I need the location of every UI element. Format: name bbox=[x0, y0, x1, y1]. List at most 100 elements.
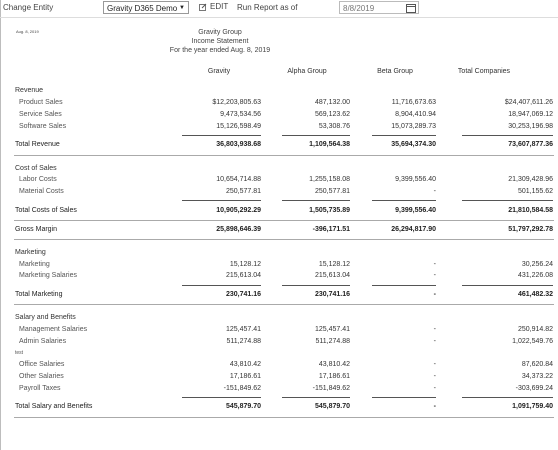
row-divider bbox=[14, 239, 554, 240]
cell-total: 1,091,759.40 bbox=[512, 403, 553, 410]
row-label: Management Salaries bbox=[19, 326, 88, 333]
cell-gravity: -151,849.62 bbox=[223, 385, 261, 392]
subtotal-line bbox=[462, 135, 553, 136]
table-row: Software Sales 15,126,598.49 53,308.76 1… bbox=[0, 123, 558, 134]
report-date-input[interactable]: 8/8/2019 bbox=[339, 1, 419, 14]
cell-total: 431,226.08 bbox=[517, 272, 553, 279]
subgroup-test: test bbox=[0, 350, 558, 361]
cell-alpha: -396,171.51 bbox=[312, 226, 350, 233]
cell-beta: - bbox=[433, 385, 436, 392]
cell-beta: 9,399,556.40 bbox=[395, 176, 436, 183]
cell-gravity: 10,905,292.29 bbox=[216, 207, 261, 214]
table-row: Material Costs 250,577.81 250,577.81 - 5… bbox=[0, 188, 558, 199]
row-label: Labor Costs bbox=[19, 176, 57, 183]
edit-button[interactable]: EDIT bbox=[199, 2, 228, 11]
table-row: Product Sales $12,203,805.63 487,132.00 … bbox=[0, 99, 558, 110]
cell-alpha: 15,128.12 bbox=[318, 261, 350, 268]
cell-gravity: 36,803,938.68 bbox=[216, 141, 261, 148]
subtotal-line bbox=[462, 200, 553, 201]
change-entity-label[interactable]: Change Entity bbox=[3, 3, 54, 12]
report-subtitle: Income Statement bbox=[191, 38, 249, 45]
row-divider bbox=[14, 220, 554, 221]
cell-beta: 15,073,289.73 bbox=[391, 123, 436, 130]
table-row: Marketing Salaries 215,613.04 215,613.04… bbox=[0, 272, 558, 283]
row-label: Software Sales bbox=[19, 123, 67, 130]
cell-alpha: 125,457.41 bbox=[314, 326, 350, 333]
cell-gravity: 545,879.70 bbox=[225, 403, 261, 410]
row-label: Total Marketing bbox=[15, 291, 63, 298]
subtotal-line bbox=[282, 135, 350, 136]
column-header-total: Total Companies bbox=[457, 68, 511, 75]
cell-alpha: 1,255,158.08 bbox=[309, 176, 350, 183]
cell-beta: - bbox=[433, 403, 436, 410]
subtotal-line bbox=[282, 285, 350, 286]
table-row: Payroll Taxes -151,849.62 -151,849.62 - … bbox=[0, 385, 558, 396]
section-label: Salary and Benefits bbox=[15, 314, 76, 321]
cell-gravity: $12,203,805.63 bbox=[212, 99, 261, 106]
cell-alpha: 545,879.70 bbox=[314, 403, 350, 410]
row-label: Office Salaries bbox=[19, 361, 65, 368]
row-label: Product Sales bbox=[19, 99, 63, 106]
cell-gravity: 15,128.12 bbox=[229, 261, 261, 268]
cell-gravity: 43,810.42 bbox=[229, 361, 261, 368]
cell-beta: - bbox=[433, 291, 436, 298]
cell-alpha: 1,505,735.89 bbox=[309, 207, 350, 214]
cell-total: 87,620.84 bbox=[521, 361, 553, 368]
cell-alpha: 569,123.62 bbox=[314, 111, 350, 118]
row-label: Other Salaries bbox=[19, 373, 64, 380]
table-row: Labor Costs 10,654,714.88 1,255,158.08 9… bbox=[0, 176, 558, 187]
table-row: Marketing 15,128.12 15,128.12 - 30,256.2… bbox=[0, 261, 558, 272]
cell-beta: - bbox=[433, 361, 436, 368]
row-label: Total Costs of Sales bbox=[15, 207, 77, 214]
cell-gravity: 25,898,646.39 bbox=[216, 226, 261, 233]
toolbar-divider bbox=[0, 17, 558, 18]
entity-select[interactable]: Gravity D365 Demo ▼ bbox=[103, 1, 189, 14]
cell-alpha: 215,613.04 bbox=[314, 272, 350, 279]
cell-total: 501,155.62 bbox=[517, 188, 553, 195]
column-header-gravity: Gravity bbox=[207, 68, 231, 75]
report-title: Gravity Group bbox=[198, 29, 242, 36]
table-row: Management Salaries 125,457.41 125,457.4… bbox=[0, 326, 558, 337]
subtotal-line bbox=[372, 397, 436, 398]
table-row: Service Sales 9,473,534.56 569,123.62 8,… bbox=[0, 111, 558, 122]
section-cost-of-sales: Cost of Sales bbox=[0, 165, 558, 176]
subtotal-line bbox=[372, 200, 436, 201]
row-label: Payroll Taxes bbox=[19, 385, 61, 392]
cell-gravity: 17,186.61 bbox=[229, 373, 261, 380]
cell-beta: - bbox=[433, 338, 436, 345]
cell-beta: 35,694,374.30 bbox=[391, 141, 436, 148]
cell-alpha: 487,132.00 bbox=[314, 99, 350, 106]
cell-beta: - bbox=[433, 373, 436, 380]
cell-alpha: 511,274.88 bbox=[315, 338, 350, 345]
cell-total: 21,309,428.96 bbox=[508, 176, 553, 183]
cell-gravity: 10,654,714.88 bbox=[216, 176, 261, 183]
table-row: Admin Salaries 511,274.88 511,274.88 - 1… bbox=[0, 338, 558, 349]
calendar-icon[interactable] bbox=[406, 4, 416, 13]
subtotal-line bbox=[182, 285, 261, 286]
entity-select-value: Gravity D365 Demo bbox=[107, 4, 178, 13]
edit-button-label: EDIT bbox=[210, 2, 229, 11]
cell-total: 34,373.22 bbox=[521, 373, 553, 380]
section-salary-benefits: Salary and Benefits bbox=[0, 314, 558, 325]
table-row: Other Salaries 17,186.61 17,186.61 - 34,… bbox=[0, 373, 558, 384]
cell-total: 30,256.24 bbox=[521, 261, 553, 268]
cell-alpha: -151,849.62 bbox=[312, 385, 350, 392]
cell-alpha: 17,186.61 bbox=[318, 373, 350, 380]
report-date-value: 8/8/2019 bbox=[343, 4, 375, 13]
chevron-down-icon: ▼ bbox=[179, 5, 185, 11]
subtotal-line bbox=[462, 285, 553, 286]
cell-gravity: 511,274.88 bbox=[226, 338, 261, 345]
subtotal-line bbox=[182, 397, 261, 398]
cell-total: $24,407,611.26 bbox=[504, 99, 553, 106]
cell-gravity: 215,613.04 bbox=[225, 272, 261, 279]
cell-gravity: 230,741.16 bbox=[225, 291, 261, 298]
cell-beta: - bbox=[433, 188, 436, 195]
total-row: Total Marketing 230,741.16 230,741.16 - … bbox=[0, 291, 558, 302]
cell-beta: 9,399,556.40 bbox=[395, 207, 436, 214]
cell-gravity: 9,473,534.56 bbox=[220, 111, 261, 118]
section-marketing: Marketing bbox=[0, 249, 558, 260]
cell-gravity: 250,577.81 bbox=[225, 188, 261, 195]
section-label: Marketing bbox=[15, 249, 46, 256]
cell-gravity: 15,126,598.49 bbox=[216, 123, 261, 130]
